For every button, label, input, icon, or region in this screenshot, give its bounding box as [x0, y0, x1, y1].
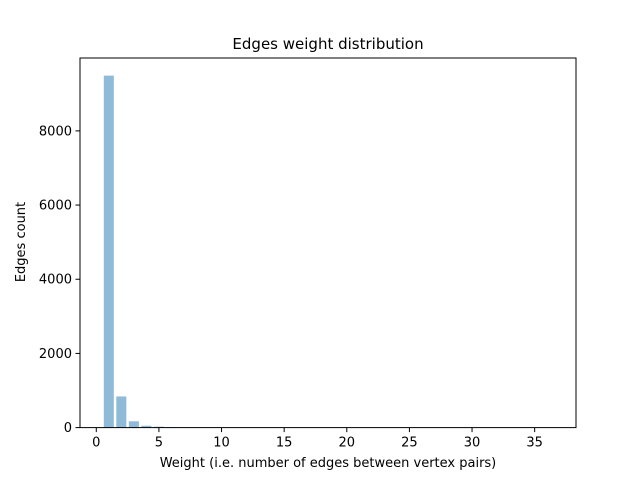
bar-weight-4 [141, 425, 152, 428]
y-tick-label: 4000 [39, 273, 72, 288]
bar-weight-1 [103, 75, 114, 428]
y-tick-label: 2000 [39, 347, 72, 362]
x-tick-label: 10 [213, 436, 230, 451]
chart-title: Edges weight distribution [232, 35, 423, 53]
y-tick-label: 0 [64, 421, 72, 436]
x-tick-label: 15 [276, 436, 293, 451]
x-tick-label: 35 [526, 436, 543, 451]
y-tick-label: 8000 [39, 124, 72, 139]
x-tick-label: 25 [401, 436, 418, 451]
y-tick-label: 6000 [39, 199, 72, 214]
x-tick-label: 30 [464, 436, 481, 451]
x-tick-label: 5 [155, 436, 163, 451]
x-axis-label: Weight (i.e. number of edges between ver… [160, 456, 497, 471]
bar-weight-3 [128, 421, 139, 428]
x-tick-label: 0 [92, 436, 100, 451]
plot-frame [79, 57, 577, 429]
bar-weight-2 [116, 396, 127, 428]
x-ticks: 0 5 10 15 20 25 30 35 [92, 427, 543, 451]
x-tick-label: 20 [339, 436, 356, 451]
y-ticks: 0 2000 4000 6000 8000 [39, 124, 80, 436]
y-axis-label: Edges count [14, 202, 29, 282]
